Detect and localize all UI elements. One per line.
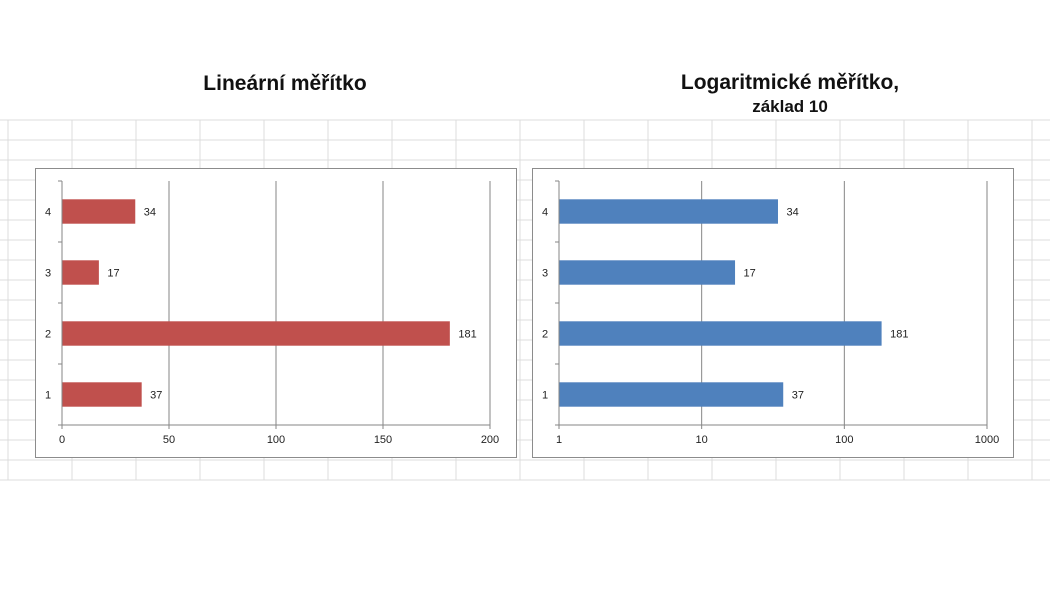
chart-log-scale[interactable]: 1 10 100 1000 37 1 181 2 17 3 34 4: [532, 168, 1014, 458]
linear-x-tick-label-2: 100: [267, 434, 285, 446]
chart-linear-plot: 0 50 100 150 200 37 1 181 2 17 3 34 4: [45, 180, 499, 446]
log-category-label-2: 2: [542, 329, 548, 341]
chart-log-plot: 1 10 100 1000 37 1 181 2 17 3 34 4: [542, 180, 999, 446]
linear-category-label-1: 1: [45, 390, 51, 402]
linear-data-label-2: 181: [458, 329, 476, 341]
chart-title-log-main: Logaritmické měřítko,: [680, 71, 900, 94]
linear-data-label-4: 34: [144, 207, 156, 219]
chart-title-log: Logaritmické měřítko, základ 10: [600, 70, 980, 118]
linear-category-label-3: 3: [45, 268, 51, 280]
linear-x-tick-label-0: 0: [59, 434, 65, 446]
log-data-label-2: 181: [890, 329, 908, 341]
log-data-label-1: 37: [792, 390, 804, 402]
linear-bar-1[interactable]: [62, 382, 142, 407]
log-data-label-3: 17: [744, 268, 756, 280]
log-bar-2[interactable]: [559, 321, 882, 346]
log-category-label-4: 4: [542, 207, 548, 219]
log-bar-4[interactable]: [559, 199, 778, 224]
chart-subtitle-log: základ 10: [752, 97, 828, 116]
log-x-tick-label-3: 1000: [975, 434, 999, 446]
log-bar-1[interactable]: [559, 382, 784, 407]
linear-category-label-4: 4: [45, 207, 51, 219]
linear-category-label-2: 2: [45, 329, 51, 341]
log-bar-3[interactable]: [559, 260, 736, 285]
chart-title-linear: Lineární měřítko: [203, 72, 367, 95]
log-data-label-4: 34: [786, 207, 798, 219]
log-category-label-3: 3: [542, 268, 548, 280]
linear-bar-2[interactable]: [62, 321, 450, 346]
log-x-tick-label-1: 10: [696, 434, 708, 446]
log-category-label-1: 1: [542, 390, 548, 402]
chart-linear-scale[interactable]: 0 50 100 150 200 37 1 181 2 17 3 34 4: [35, 168, 517, 458]
linear-bar-3[interactable]: [62, 260, 99, 285]
linear-data-label-1: 37: [150, 390, 162, 402]
log-x-tick-label-2: 100: [835, 434, 853, 446]
linear-x-tick-label-3: 150: [374, 434, 392, 446]
linear-bar-4[interactable]: [62, 199, 136, 224]
linear-data-label-3: 17: [107, 268, 119, 280]
linear-x-tick-label-1: 50: [163, 434, 175, 446]
log-x-tick-label-0: 1: [556, 434, 562, 446]
linear-x-tick-label-4: 200: [481, 434, 499, 446]
